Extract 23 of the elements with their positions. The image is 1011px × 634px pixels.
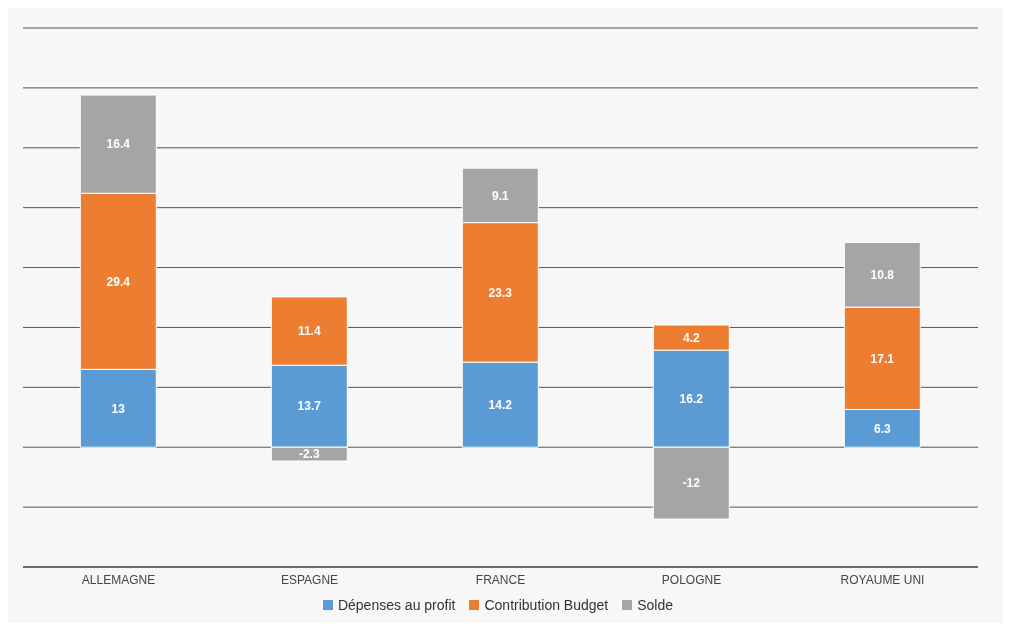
data-label: 6.3 — [873, 421, 891, 436]
data-label: 13 — [111, 401, 126, 416]
data-label: 29.4 — [106, 274, 131, 289]
data-label: 4.2 — [682, 330, 700, 345]
data-label: 14.2 — [488, 397, 513, 412]
data-label: -2.3 — [298, 447, 320, 462]
data-label: 9.1 — [491, 188, 509, 203]
x-tick-label: ROYAUME UNI — [840, 572, 925, 587]
data-label: 23.3 — [488, 285, 513, 300]
x-tick-label: POLOGNE — [661, 572, 722, 587]
data-label: 13.7 — [297, 399, 322, 414]
x-tick-label: FRANCE — [475, 572, 526, 587]
legend-label: Contribution Budget — [484, 597, 609, 613]
data-label: 10.8 — [870, 268, 895, 282]
legend-label: Solde — [637, 597, 674, 613]
data-label: 16.2 — [679, 391, 704, 406]
data-label: 11.4 — [297, 324, 321, 339]
x-tick-label: ALLEMAGNE — [81, 572, 156, 587]
data-label: -12 — [682, 476, 701, 491]
x-tick-label: ESPAGNE — [280, 572, 339, 587]
data-label: 17.1 — [870, 351, 895, 366]
legend-label: Dépenses au profit — [337, 597, 456, 613]
data-label: 16.4 — [106, 137, 131, 152]
